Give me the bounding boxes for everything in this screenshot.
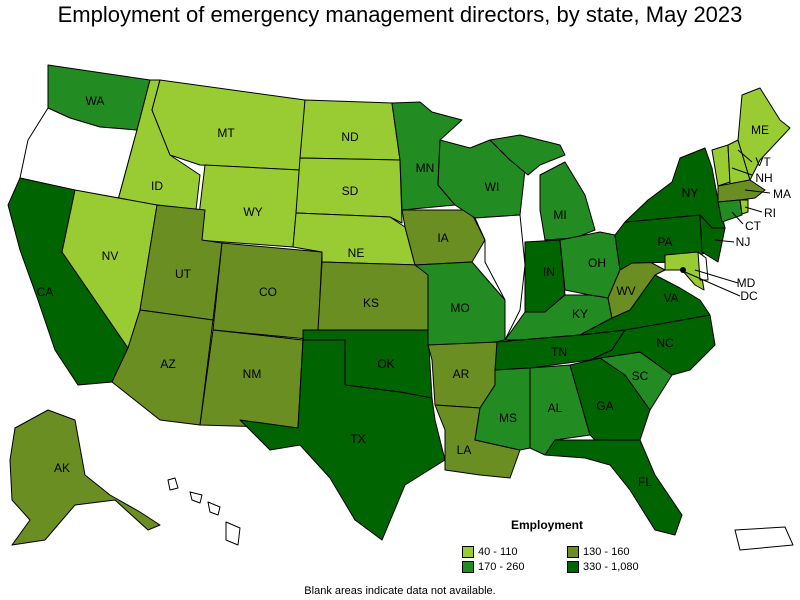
legend-item-2: 130 - 160	[567, 546, 667, 558]
map-title: Employment of emergency management direc…	[57, 2, 743, 27]
territory-PR[interactable]	[734, 526, 794, 551]
label-IN: IN	[543, 265, 555, 279]
legend-swatch-3	[462, 561, 474, 573]
label-OK: OK	[377, 357, 394, 371]
label-ME: ME	[751, 123, 769, 137]
label-WV: WV	[616, 284, 635, 298]
legend-label-1: 40 - 110	[478, 546, 518, 558]
label-GA: GA	[596, 399, 613, 413]
label-VA: VA	[663, 291, 678, 305]
legend: Employment 40 - 110 130 - 160 170 - 260 …	[462, 518, 662, 573]
label-NE: NE	[348, 246, 365, 260]
legend-label-3: 170 - 260	[478, 561, 525, 573]
state-MI[interactable]	[489, 134, 596, 241]
legend-swatch-4	[567, 561, 579, 573]
label-PA: PA	[657, 235, 672, 249]
label-OH: OH	[588, 256, 606, 270]
state-RI[interactable]	[739, 199, 749, 215]
label-MN: MN	[416, 161, 435, 175]
label-MD: MD	[737, 276, 756, 290]
label-LA: LA	[457, 443, 472, 457]
label-NJ: NJ	[736, 235, 751, 249]
label-IA: IA	[437, 231, 448, 245]
label-ID: ID	[151, 179, 163, 193]
label-NY: NY	[682, 186, 699, 200]
label-WI: WI	[485, 180, 500, 194]
legend-swatch-2	[567, 546, 579, 558]
label-SD: SD	[342, 184, 359, 198]
state-FL[interactable]	[544, 439, 683, 536]
label-TX: TX	[350, 432, 365, 446]
label-CA: CA	[37, 285, 54, 299]
state-TX[interactable]	[239, 339, 446, 541]
state-AZ[interactable]	[111, 309, 214, 426]
label-AR: AR	[453, 367, 470, 381]
legend-label-4: 330 - 1,080	[583, 561, 639, 573]
legend-title: Employment	[510, 518, 583, 532]
label-CO: CO	[259, 285, 277, 299]
label-UT: UT	[175, 267, 192, 281]
label-KS: KS	[363, 296, 379, 310]
label-WA: WA	[86, 94, 105, 108]
label-MS: MS	[499, 411, 517, 425]
label-NH: NH	[755, 171, 772, 185]
label-MA: MA	[773, 187, 791, 201]
state-NJ[interactable]	[699, 214, 726, 263]
label-CT: CT	[745, 219, 762, 233]
label-RI: RI	[764, 206, 776, 220]
footnote: Blank areas indicate data not available.	[304, 585, 496, 597]
state-DC[interactable]	[680, 267, 686, 273]
label-MT: MT	[217, 126, 235, 140]
state-NY[interactable]	[624, 147, 726, 229]
state-DE[interactable]	[697, 251, 709, 281]
label-NM: NM	[243, 367, 262, 381]
label-NC: NC	[656, 336, 674, 350]
state-ME[interactable]	[737, 87, 791, 181]
legend-item-4: 330 - 1,080	[567, 561, 667, 573]
state-HI[interactable]	[167, 477, 241, 546]
label-KY: KY	[572, 307, 588, 321]
label-NV: NV	[102, 249, 119, 263]
state-SD[interactable]	[295, 157, 403, 224]
legend-swatch-1	[462, 546, 474, 558]
label-FL: FL	[638, 475, 652, 489]
label-DC: DC	[740, 289, 758, 303]
legend-item-3: 170 - 260	[462, 561, 567, 573]
label-TN: TN	[551, 345, 567, 359]
state-WI[interactable]	[437, 139, 526, 219]
label-AK: AK	[54, 461, 70, 475]
state-MT[interactable]	[151, 79, 306, 171]
label-AL: AL	[548, 401, 563, 415]
legend-label-2: 130 - 160	[583, 546, 630, 558]
label-SC: SC	[632, 369, 649, 383]
label-ND: ND	[341, 130, 359, 144]
label-AZ: AZ	[160, 357, 175, 371]
label-MO: MO	[450, 301, 469, 315]
label-WY: WY	[243, 205, 262, 219]
label-MI: MI	[553, 208, 566, 222]
legend-item-1: 40 - 110	[462, 546, 567, 558]
state-AK[interactable]	[9, 409, 161, 546]
label-VT: VT	[755, 155, 771, 169]
